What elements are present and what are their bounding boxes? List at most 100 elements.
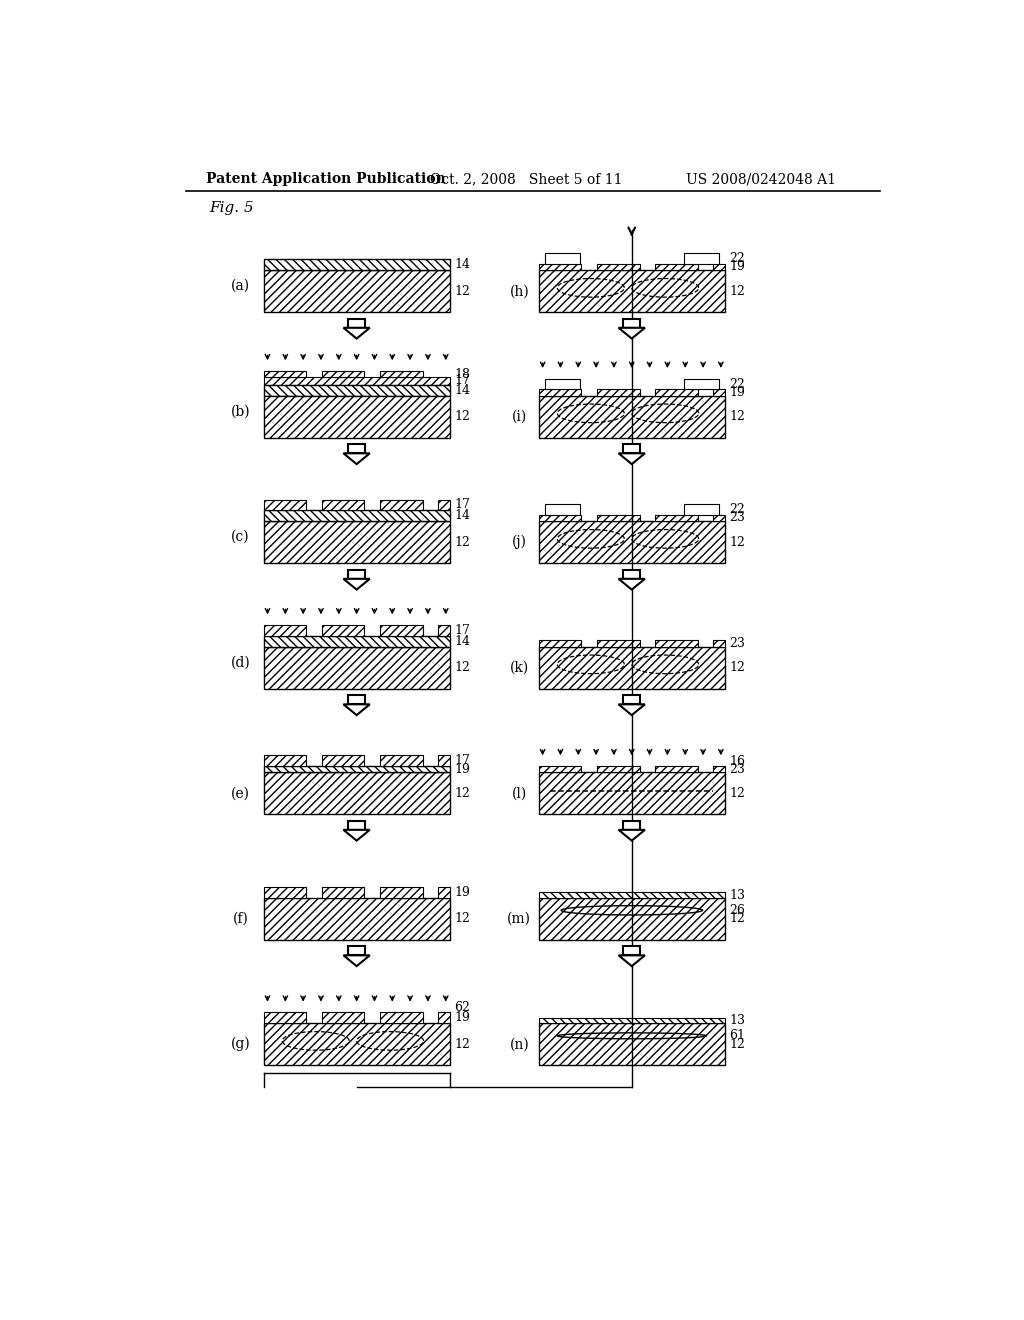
Polygon shape <box>343 579 370 590</box>
Bar <box>713 515 725 521</box>
Text: 13: 13 <box>729 1014 745 1027</box>
Bar <box>438 1012 450 1023</box>
Bar <box>545 504 580 515</box>
Bar <box>539 892 725 898</box>
Text: 23: 23 <box>729 638 745 649</box>
Bar <box>624 946 640 956</box>
Polygon shape <box>618 956 645 966</box>
Bar <box>713 264 725 271</box>
Text: Oct. 2, 2008   Sheet 5 of 11: Oct. 2, 2008 Sheet 5 of 11 <box>430 172 623 186</box>
Bar <box>713 389 725 396</box>
Bar <box>539 271 725 313</box>
Bar <box>438 887 450 898</box>
Text: 23: 23 <box>729 763 745 776</box>
Bar <box>655 766 697 772</box>
Text: (g): (g) <box>230 1038 250 1052</box>
Bar <box>597 389 640 396</box>
Bar <box>539 640 582 647</box>
Bar <box>263 499 306 511</box>
Text: 14: 14 <box>455 635 470 648</box>
Text: (a): (a) <box>230 279 250 293</box>
Text: Fig. 5: Fig. 5 <box>209 202 254 215</box>
Bar <box>263 521 450 564</box>
Bar <box>539 264 582 271</box>
Text: 62: 62 <box>455 1001 470 1014</box>
Bar <box>597 264 640 271</box>
Text: (h): (h) <box>510 284 529 298</box>
Bar <box>380 371 423 378</box>
Polygon shape <box>343 327 370 339</box>
Bar <box>624 821 640 830</box>
Text: 19: 19 <box>455 763 470 776</box>
Text: 12: 12 <box>729 912 745 925</box>
Bar <box>263 636 450 647</box>
Text: 19: 19 <box>455 886 470 899</box>
Text: 18: 18 <box>455 367 470 380</box>
Text: 61: 61 <box>729 1030 745 1043</box>
Text: 12: 12 <box>729 787 745 800</box>
Bar <box>438 755 450 766</box>
Text: 22: 22 <box>729 503 745 516</box>
Bar <box>348 946 366 956</box>
Text: 17: 17 <box>455 624 470 638</box>
Bar <box>713 640 725 647</box>
Text: (c): (c) <box>231 529 250 544</box>
Text: 17: 17 <box>455 499 470 511</box>
Bar <box>539 515 582 521</box>
Bar <box>380 626 423 636</box>
Text: 12: 12 <box>729 411 745 424</box>
Bar <box>263 626 306 636</box>
Bar <box>263 1012 306 1023</box>
Bar <box>263 396 450 438</box>
Text: 12: 12 <box>729 536 745 549</box>
Text: 16: 16 <box>729 755 745 768</box>
Text: 19: 19 <box>729 385 745 399</box>
Bar <box>263 385 450 396</box>
Bar <box>263 755 306 766</box>
Bar <box>263 271 450 313</box>
Bar <box>263 772 450 814</box>
Bar <box>348 696 366 705</box>
Bar <box>322 371 365 378</box>
Bar <box>263 511 450 521</box>
Text: 19: 19 <box>455 1011 470 1024</box>
Text: (m): (m) <box>507 912 531 925</box>
Text: 14: 14 <box>455 259 470 271</box>
Text: 12: 12 <box>455 536 470 549</box>
Bar <box>438 626 450 636</box>
Bar <box>539 766 582 772</box>
Bar <box>322 1012 365 1023</box>
Text: 12: 12 <box>455 661 470 675</box>
Text: 14: 14 <box>455 510 470 523</box>
Text: Patent Application Publication: Patent Application Publication <box>206 172 445 186</box>
Bar <box>597 515 640 521</box>
Text: 12: 12 <box>455 285 470 298</box>
Bar <box>545 253 580 264</box>
Bar <box>539 647 725 689</box>
Text: (j): (j) <box>512 535 527 549</box>
Bar <box>322 887 365 898</box>
Text: (l): (l) <box>512 787 527 800</box>
Bar <box>539 389 582 396</box>
Bar <box>624 444 640 453</box>
Text: 22: 22 <box>729 252 745 265</box>
Text: 12: 12 <box>455 1038 470 1051</box>
Bar <box>263 1023 450 1065</box>
Bar <box>539 396 725 438</box>
Bar <box>684 504 719 515</box>
Text: 23: 23 <box>729 511 745 524</box>
Bar <box>539 1023 725 1065</box>
Bar <box>655 515 697 521</box>
Polygon shape <box>618 705 645 715</box>
Text: (d): (d) <box>230 655 250 669</box>
Bar <box>545 379 580 389</box>
Bar <box>624 570 640 579</box>
Text: (b): (b) <box>230 404 250 418</box>
Polygon shape <box>343 705 370 715</box>
Bar <box>322 626 365 636</box>
Bar <box>348 318 366 327</box>
Text: (f): (f) <box>232 912 248 925</box>
Bar <box>322 755 365 766</box>
Bar <box>684 379 719 389</box>
Polygon shape <box>618 579 645 590</box>
